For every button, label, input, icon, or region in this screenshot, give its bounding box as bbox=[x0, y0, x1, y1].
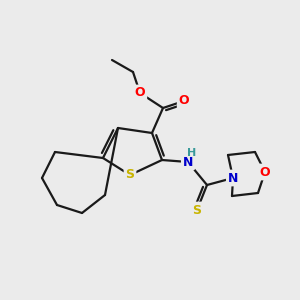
Text: S: S bbox=[125, 169, 134, 182]
Text: N: N bbox=[228, 172, 238, 184]
Text: H: H bbox=[188, 148, 196, 158]
Text: O: O bbox=[260, 166, 270, 178]
Text: N: N bbox=[183, 155, 193, 169]
Text: O: O bbox=[135, 86, 145, 100]
Text: O: O bbox=[179, 94, 189, 107]
Text: S: S bbox=[193, 203, 202, 217]
